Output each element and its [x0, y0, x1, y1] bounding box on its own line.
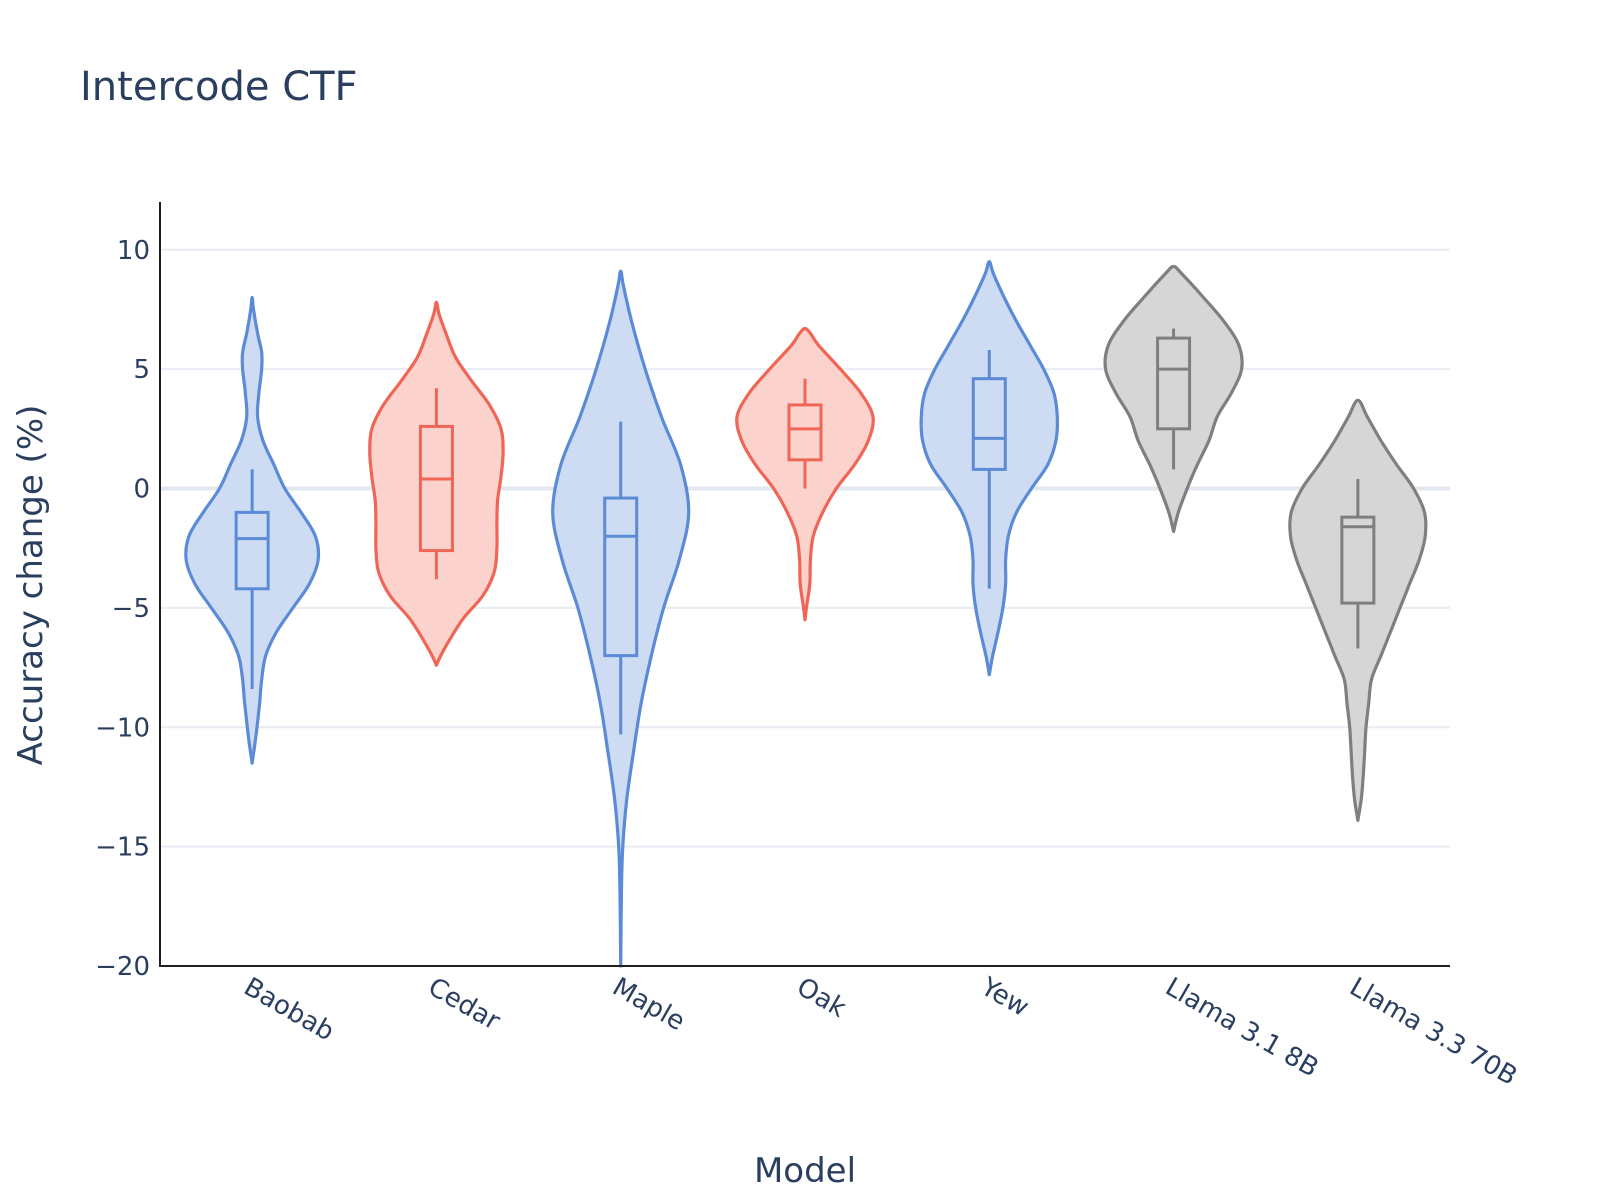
y-tick-label: −5: [112, 594, 150, 624]
chart-title: Intercode CTF: [80, 64, 358, 110]
iqr-box: [603, 496, 639, 658]
y-tick-label: 0: [133, 475, 150, 505]
iqr-box: [787, 403, 823, 462]
iqr-box: [234, 510, 270, 591]
y-tick-label: −15: [95, 833, 150, 863]
y-tick-label: −20: [95, 952, 150, 982]
x-tick-label: Yew: [975, 972, 1034, 1023]
violin-llama-3-1-8b: [1103, 264, 1244, 534]
violin-llama-3-3-70b: [1288, 398, 1428, 822]
y-axis-title: Accuracy change (%): [11, 405, 51, 766]
y-tick-label: 10: [117, 236, 150, 266]
y-axis-ticks: 10 5 0 −5 −10 −15 −20: [95, 236, 150, 982]
violin-maple: [551, 269, 691, 968]
y-tick-label: 5: [133, 355, 150, 385]
x-tick-label: Oak: [792, 972, 852, 1024]
violin-body: [184, 295, 321, 765]
x-axis-ticks: Baobab Cedar Maple Oak Yew Llama 3.1 8B Llama …: [239, 972, 1522, 1092]
x-tick-label: Maple: [607, 972, 690, 1037]
violin-body: [551, 269, 691, 968]
violin-yew: [919, 260, 1060, 677]
iqr-box: [971, 377, 1007, 471]
x-tick-label: Baobab: [239, 972, 339, 1047]
x-tick-label: Llama 3.1 8B: [1160, 972, 1323, 1084]
axis-lines: [159, 202, 1450, 967]
iqr-box: [1340, 515, 1376, 605]
x-tick-label: Llama 3.3 70B: [1344, 972, 1522, 1092]
violin-oak: [735, 326, 875, 622]
iqr-box: [1156, 336, 1192, 431]
x-axis-title: Model: [754, 1151, 856, 1191]
violins: [184, 260, 1428, 968]
iqr-box: [418, 424, 454, 553]
violin-cedar: [368, 300, 505, 667]
violin-baobab: [184, 295, 321, 765]
violin-body: [368, 300, 505, 667]
violin-body: [1103, 264, 1244, 534]
x-tick-label: Cedar: [423, 972, 505, 1037]
y-tick-label: −10: [95, 713, 150, 743]
